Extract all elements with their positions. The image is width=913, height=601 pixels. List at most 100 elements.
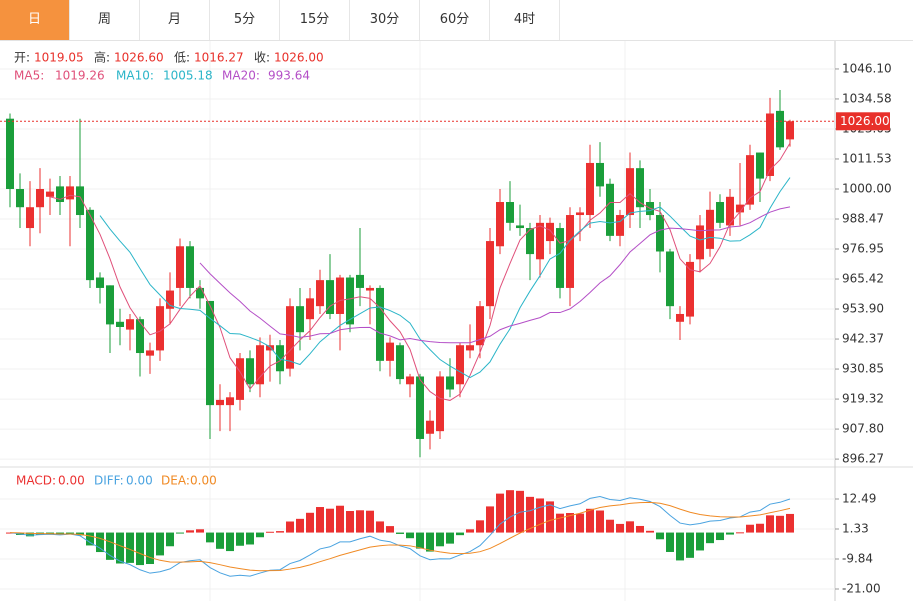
candle-body — [716, 202, 724, 223]
candle-body — [326, 280, 334, 314]
macd-bar — [646, 530, 654, 533]
macd-bar — [676, 532, 684, 561]
candle-body — [606, 183, 614, 236]
candle-body — [406, 376, 414, 385]
candle-body — [566, 215, 574, 288]
legend-diff-label: DIFF: — [94, 474, 124, 488]
y-tick-label: 976.95 — [842, 242, 884, 256]
last-price-label: 1026.00 — [840, 114, 890, 128]
macd-bar — [426, 532, 434, 552]
macd-bar — [496, 493, 504, 533]
legend-low: 1016.27 — [194, 51, 244, 65]
candle-body — [166, 290, 174, 309]
macd-bar — [286, 521, 294, 533]
macd-bar — [366, 510, 374, 533]
candle-body — [736, 204, 744, 213]
legend-open-label: 开: — [14, 51, 30, 65]
macd-bar — [96, 532, 104, 553]
macd-bar — [436, 532, 444, 547]
y-tick-label: 896.27 — [842, 452, 884, 466]
candle-body — [596, 162, 604, 187]
period-tab[interactable]: 30分 — [350, 0, 420, 40]
legend-high-label: 高: — [94, 50, 110, 65]
candle-body — [246, 358, 254, 385]
candle-body — [626, 168, 634, 216]
period-tab[interactable]: 日 — [0, 0, 70, 40]
macd-bar — [206, 532, 214, 543]
candle-body — [386, 342, 394, 361]
candle-body — [176, 246, 184, 288]
macd-bar — [376, 521, 384, 533]
candle-body — [516, 225, 524, 229]
candle-body — [106, 285, 114, 325]
diff-line — [9, 495, 791, 577]
y-tick-label: 907.80 — [842, 422, 884, 436]
candle-body — [666, 251, 674, 307]
macd-bar — [696, 532, 704, 551]
macd-bar — [306, 512, 314, 533]
candle-body — [356, 274, 364, 288]
candle-body — [466, 345, 474, 351]
macd-bar — [536, 498, 544, 533]
y-tick-label: 1046.10 — [842, 61, 892, 75]
candle-body — [556, 228, 564, 288]
y-tick-label: 1011.53 — [842, 151, 892, 165]
macd-bar — [726, 532, 734, 535]
macd-bar — [546, 501, 554, 533]
candle-body — [426, 420, 434, 434]
macd-bar — [326, 508, 334, 533]
y-tick-label: 953.90 — [842, 302, 884, 316]
candle-body — [636, 168, 644, 208]
macd-bar — [156, 532, 164, 556]
period-tab[interactable]: 4时 — [490, 0, 560, 40]
candle-body — [486, 241, 494, 307]
macd-bar — [256, 532, 264, 538]
macd-bar — [586, 508, 594, 533]
candle-body — [186, 246, 194, 288]
candle-body — [126, 319, 134, 330]
candle-body — [146, 350, 154, 356]
macd-bar — [446, 532, 454, 544]
macd-bar — [706, 532, 714, 544]
macd-bar — [416, 532, 424, 549]
period-tab[interactable]: 60分 — [420, 0, 490, 40]
macd-bar — [736, 532, 744, 534]
legend-high: 1026.60 — [114, 51, 164, 65]
period-tab[interactable]: 月 — [140, 0, 210, 40]
candle-body — [696, 225, 704, 260]
macd-bar — [266, 531, 274, 533]
macd-bar — [556, 513, 564, 533]
y-tick-label: 1034.58 — [842, 91, 892, 105]
ma-line — [49, 142, 791, 401]
macd-bar — [236, 532, 244, 546]
macd-bar — [476, 520, 484, 533]
macd-bar — [276, 531, 284, 533]
macd-bar — [216, 532, 224, 549]
macd-bar — [396, 532, 404, 534]
y-tick-label: 988.47 — [842, 212, 884, 226]
period-tab[interactable]: 5分 — [210, 0, 280, 40]
period-tab[interactable]: 周 — [70, 0, 140, 40]
candle-body — [296, 306, 304, 333]
legend-ma5: 1019.26 — [55, 69, 105, 83]
legend-close: 1026.00 — [274, 51, 324, 65]
candle-body — [16, 188, 24, 208]
macd-bar — [146, 532, 154, 565]
macd-bar — [336, 505, 344, 533]
candle-body — [226, 397, 234, 406]
candle-body — [26, 207, 34, 229]
macd-bar — [656, 532, 664, 540]
candle-body — [456, 345, 464, 385]
candle-body — [256, 345, 264, 385]
macd-bar — [226, 532, 234, 552]
legend-ma20-label: MA20: — [222, 69, 260, 83]
period-tab[interactable]: 15分 — [280, 0, 350, 40]
y-tick-label: 965.42 — [842, 272, 884, 286]
candle-body — [56, 186, 64, 203]
candle-body — [136, 319, 144, 354]
y-tick-label: 12.49 — [842, 491, 876, 505]
legend-close-label: 收: — [254, 51, 270, 65]
candle-body — [766, 113, 774, 176]
